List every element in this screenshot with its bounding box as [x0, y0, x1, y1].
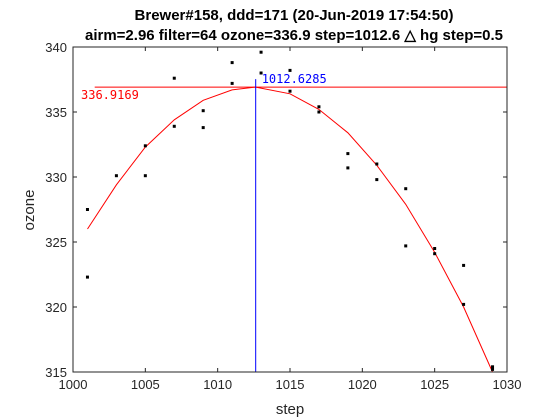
data-point — [85, 275, 89, 279]
ticks-layer: 1000 1005 1010 1015 1020 1025 1030 315 320 325 330… — [45, 40, 521, 392]
x-tick-label: 1025 — [420, 377, 449, 392]
x-tick-label: 1005 — [131, 377, 160, 392]
x-tick-label: 1030 — [493, 377, 522, 392]
data-point — [433, 247, 437, 250]
data-point — [346, 152, 350, 156]
data-point — [172, 76, 176, 80]
data-point — [114, 174, 118, 178]
y-tick-label: 325 — [45, 235, 67, 250]
data-point — [317, 110, 321, 114]
y-tick-label: 340 — [45, 40, 67, 55]
data-point — [317, 105, 321, 109]
data-point — [375, 178, 379, 182]
max-step-label: 1012.6285 — [262, 72, 327, 86]
y-tick-label: 315 — [45, 365, 67, 380]
data-point — [172, 124, 176, 128]
chart-subtitle: airm=2.96 filter=64 ozone=336.9 step=101… — [85, 27, 503, 44]
data-point — [230, 61, 234, 65]
x-tick-label: 1000 — [59, 377, 88, 392]
data-point — [404, 187, 408, 191]
data-point — [346, 166, 350, 170]
data-point — [259, 71, 263, 75]
data-point — [259, 50, 263, 54]
fit-curve-layer — [87, 86, 493, 373]
data-point — [85, 208, 89, 211]
chart-title: Brewer#158, ddd=171 (20-Jun-2019 17:54:5… — [135, 7, 454, 24]
y-tick-label: 320 — [45, 300, 67, 315]
x-axis-label: step — [276, 401, 304, 418]
data-point — [201, 126, 205, 130]
data-point — [288, 89, 292, 93]
y-axis-label: ozone — [21, 190, 38, 231]
x-tick-label: 1010 — [203, 377, 232, 392]
data-point — [404, 244, 408, 248]
data-point — [462, 302, 466, 306]
data-point — [230, 81, 234, 85]
data-point — [201, 109, 205, 113]
data-point — [491, 367, 495, 371]
x-tick-label: 1020 — [348, 377, 377, 392]
y-tick-label: 330 — [45, 170, 67, 185]
data-point — [288, 68, 292, 72]
data-point — [143, 144, 147, 148]
max-ozone-label: 336.9169 — [81, 88, 139, 102]
data-point — [491, 365, 495, 369]
x-tick-label: 1015 — [276, 377, 305, 392]
data-point — [143, 174, 147, 178]
data-point — [433, 252, 437, 256]
fit-curve — [87, 86, 493, 373]
plot-area — [73, 47, 507, 372]
data-points-layer — [85, 50, 495, 371]
y-tick-label: 335 — [45, 105, 67, 120]
data-point — [462, 263, 466, 267]
data-point — [375, 162, 379, 166]
